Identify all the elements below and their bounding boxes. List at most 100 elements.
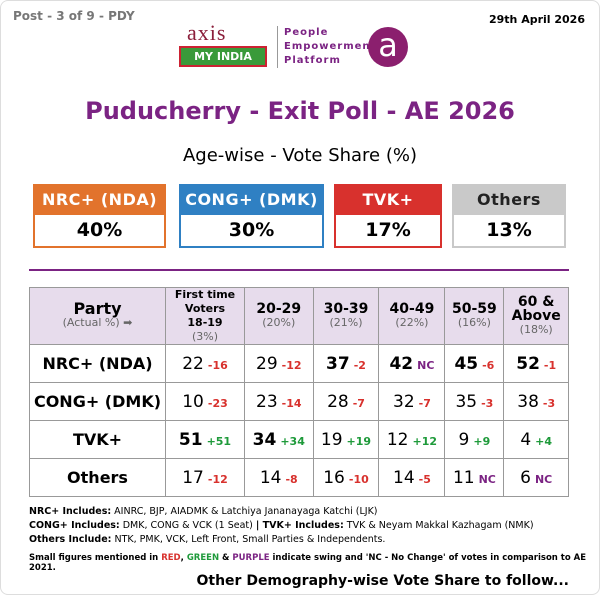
- legend-note-part: GREEN: [186, 553, 220, 563]
- table-cell: 16 -10: [312, 458, 380, 497]
- tagline: People Empowerment Platform: [277, 26, 376, 68]
- table-row: Others 17 -12 14 -8 16 -10 14 -5 11 NC 6 NC: [29, 458, 569, 497]
- tagline-line: People: [284, 27, 329, 38]
- column-share: (16%): [457, 316, 491, 329]
- table-row: TVK+ 51 +51 34 +34 19 +19 12 +12 9 +9 4 +4: [29, 420, 569, 459]
- cell-value: 37: [326, 353, 350, 374]
- cell-swing: -14: [281, 396, 302, 410]
- column-share: (18%): [519, 323, 553, 336]
- legend-note-part: RED: [161, 553, 181, 563]
- column-label: 20-29: [256, 301, 302, 317]
- summary-box: NRC+ (NDA) 40%: [33, 184, 166, 250]
- cell-value: 10: [182, 391, 204, 412]
- summary-party: CONG+ (DMK): [179, 184, 324, 215]
- header-cell: 30-39 (21%): [312, 287, 380, 345]
- legend-note-part: &: [219, 553, 233, 563]
- header-cell: 20-29 (20%): [243, 287, 314, 345]
- date: 29th April 2026: [488, 13, 585, 26]
- table-cell: 10 -23: [165, 382, 245, 421]
- subtitle: Age-wise - Vote Share (%): [182, 145, 418, 166]
- party-name: CONG+ (DMK): [29, 382, 166, 421]
- cell-value: 42: [389, 353, 414, 374]
- cell-value: 52: [516, 353, 540, 374]
- summary-box: CONG+ (DMK) 30%: [179, 184, 324, 250]
- cell-swing: -16: [207, 358, 228, 372]
- table-cell: 19 +19: [312, 420, 380, 459]
- logo-text: axis: [187, 20, 227, 45]
- cell-swing: -5: [418, 472, 431, 486]
- table-row: CONG+ (DMK) 10 -23 23 -14 28 -7 32 -7 35 -3 38 -3: [29, 382, 569, 421]
- cell-swing: NC: [417, 358, 435, 372]
- note-line: Others Include: NTK, PMK, VCK, Left Fron…: [29, 533, 534, 547]
- cell-value: 14: [259, 467, 282, 488]
- legend-note-part: ,: [180, 553, 187, 563]
- cell-value: 28: [327, 391, 349, 412]
- cell-swing: -1: [543, 358, 557, 372]
- note-label: CONG+ Includes:: [29, 520, 120, 531]
- post-label: Post - 3 of 9 - PDY: [13, 9, 135, 23]
- cell-swing: -3: [481, 396, 494, 410]
- column-share: (3%): [191, 330, 219, 343]
- cell-swing: -10: [348, 472, 369, 486]
- note-label: Others Include:: [29, 534, 112, 545]
- cell-value: 11: [452, 467, 475, 488]
- vote-table: Party (Actual %) ➡ First time Voters 18-19 (3…: [29, 287, 569, 497]
- cell-swing: +12: [412, 434, 438, 448]
- cell-value: 19: [320, 429, 343, 450]
- summary-box: TVK+ 17%: [334, 184, 442, 250]
- table-cell: 45 -6: [444, 344, 505, 383]
- column-label: 40-49: [389, 301, 435, 317]
- summary-share: 30%: [179, 215, 324, 248]
- cell-swing: +34: [280, 434, 305, 448]
- cell-value: 22: [182, 353, 204, 374]
- logo-icon: a: [368, 27, 408, 67]
- summary-party: NRC+ (NDA): [33, 184, 166, 215]
- table-cell: 12 +12: [378, 420, 446, 459]
- summary-party: Others: [452, 184, 566, 215]
- note-label: | TVK+ Includes:: [255, 520, 344, 531]
- cell-value: 32: [393, 391, 415, 412]
- column-label: Above: [511, 308, 561, 324]
- column-label: 18-19: [187, 316, 223, 329]
- column-share: (20%): [262, 316, 296, 329]
- column-label: 30-39: [323, 301, 369, 317]
- header-cell: 50-59 (16%): [444, 287, 505, 345]
- cell-value: 17: [182, 467, 204, 488]
- cell-swing: +19: [346, 434, 372, 448]
- cell-value: 9: [458, 429, 470, 450]
- note-line: NRC+ Includes: AINRC, BJP, AIADMK & Latc…: [29, 505, 534, 519]
- header-cell: 40-49 (22%): [378, 287, 446, 345]
- legend-note: Small figures mentioned in RED, GREEN & …: [29, 553, 599, 573]
- party-name: Others: [29, 458, 166, 497]
- divider: [29, 269, 569, 271]
- footer: Other Demography-wise Vote Share to foll…: [196, 573, 569, 589]
- summary-party: TVK+: [334, 184, 442, 215]
- column-label: 60 &: [517, 294, 555, 310]
- table-cell: 42 NC: [378, 344, 446, 383]
- party-name: TVK+: [29, 420, 166, 459]
- note-line: CONG+ Includes: DMK, CONG & VCK (1 Seat)…: [29, 519, 534, 533]
- cell-swing: -7: [418, 396, 431, 410]
- cell-value: 35: [455, 391, 478, 412]
- table-cell: 9 +9: [444, 420, 505, 459]
- cell-value: 23: [256, 391, 278, 412]
- summary-share: 17%: [334, 215, 442, 248]
- legend-note-part: indicate swing and 'NC - No Change' of v…: [29, 553, 587, 573]
- table-cell: 34 +34: [243, 420, 314, 459]
- column-label: 50-59: [452, 301, 497, 317]
- title: Puducherry - Exit Poll - AE 2026: [85, 97, 515, 125]
- cell-swing: +51: [206, 434, 232, 448]
- header-cell: Party (Actual %) ➡: [29, 287, 166, 345]
- cell-swing: NC: [534, 472, 553, 486]
- table-cell: 11 NC: [444, 458, 505, 497]
- header-cell: 60 & Above (18%): [503, 287, 569, 345]
- column-label: Voters: [184, 302, 226, 315]
- column-share: (21%): [329, 316, 363, 329]
- cell-swing: -8: [285, 472, 298, 486]
- cell-swing: -23: [207, 396, 228, 410]
- cell-value: 29: [256, 353, 278, 374]
- table-cell: 14 -8: [243, 458, 314, 497]
- note-label: NRC+ Includes:: [29, 506, 112, 517]
- party-head: Party: [73, 299, 122, 318]
